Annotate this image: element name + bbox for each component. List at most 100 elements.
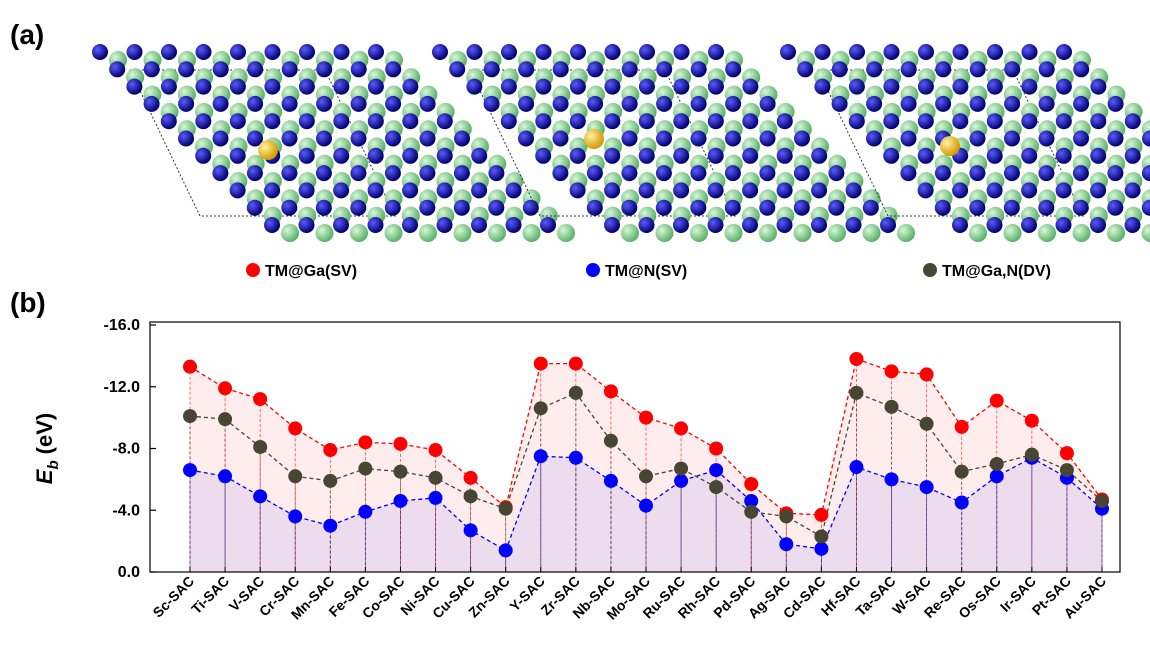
marker bbox=[1060, 446, 1074, 460]
n-atom bbox=[656, 165, 672, 181]
marker bbox=[429, 471, 443, 485]
ga-atom bbox=[1038, 224, 1056, 242]
n-atom bbox=[333, 217, 349, 233]
marker bbox=[464, 489, 478, 503]
n-atom bbox=[725, 165, 741, 181]
n-atom bbox=[471, 217, 487, 233]
n-atom bbox=[656, 96, 672, 112]
n-atom bbox=[506, 182, 522, 198]
n-atom bbox=[333, 182, 349, 198]
n-atom bbox=[212, 165, 228, 181]
n-atom bbox=[901, 131, 917, 147]
n-atom bbox=[535, 79, 551, 95]
n-atom bbox=[230, 79, 246, 95]
n-atom bbox=[777, 182, 793, 198]
structures bbox=[92, 44, 1150, 242]
n-atom bbox=[213, 131, 229, 147]
n-atom bbox=[708, 79, 724, 95]
marker bbox=[709, 442, 723, 456]
n-atom bbox=[351, 131, 367, 147]
marker bbox=[253, 489, 267, 503]
n-atom bbox=[901, 61, 917, 77]
n-atom bbox=[708, 148, 724, 164]
n-atom bbox=[161, 79, 177, 95]
y-axis-label-subscript: b bbox=[45, 460, 62, 469]
n-atom bbox=[760, 131, 776, 147]
ga-atom bbox=[621, 224, 639, 242]
n-atom bbox=[299, 182, 315, 198]
n-atom bbox=[350, 165, 366, 181]
n-atom bbox=[1004, 131, 1020, 147]
n-atom bbox=[1022, 44, 1038, 60]
marker bbox=[569, 451, 583, 465]
n-atom bbox=[918, 148, 934, 164]
n-atom bbox=[368, 44, 384, 60]
n-atom bbox=[759, 165, 775, 181]
n-atom bbox=[471, 182, 487, 198]
n-atom bbox=[708, 217, 724, 233]
n-atom bbox=[282, 61, 298, 77]
n-atom bbox=[987, 113, 1003, 129]
y-tick-label: 0.0 bbox=[118, 564, 140, 581]
marker bbox=[429, 443, 443, 457]
n-atom bbox=[247, 96, 263, 112]
marker bbox=[323, 519, 337, 533]
n-atom bbox=[639, 217, 655, 233]
n-atom bbox=[639, 182, 655, 198]
n-atom bbox=[1004, 61, 1020, 77]
marker bbox=[744, 505, 758, 519]
marker bbox=[253, 392, 267, 406]
n-atom bbox=[918, 79, 934, 95]
n-atom bbox=[92, 44, 108, 60]
n-atom bbox=[952, 217, 968, 233]
marker bbox=[288, 421, 302, 435]
ga-atom bbox=[794, 224, 812, 242]
marker bbox=[955, 496, 969, 510]
marker bbox=[1095, 494, 1109, 508]
n-atom bbox=[299, 113, 315, 129]
marker bbox=[1060, 463, 1074, 477]
ga-atom bbox=[897, 224, 915, 242]
n-atom bbox=[656, 61, 672, 77]
n-atom bbox=[1021, 79, 1037, 95]
n-atom bbox=[605, 44, 621, 60]
n-atom bbox=[832, 96, 848, 112]
n-atom bbox=[725, 96, 741, 112]
n-atom bbox=[570, 79, 586, 95]
ga-atom bbox=[1073, 224, 1091, 242]
n-atom bbox=[742, 217, 758, 233]
n-atom bbox=[725, 61, 741, 77]
n-atom bbox=[350, 200, 366, 216]
n-atom bbox=[501, 79, 517, 95]
n-atom bbox=[299, 79, 315, 95]
n-atom bbox=[604, 182, 620, 198]
n-atom bbox=[935, 96, 951, 112]
marker bbox=[779, 509, 793, 523]
ga-atom bbox=[557, 224, 575, 242]
n-atom bbox=[570, 44, 586, 60]
n-atom bbox=[952, 79, 968, 95]
n-atom bbox=[437, 217, 453, 233]
n-atom bbox=[1108, 131, 1124, 147]
n-atom bbox=[883, 148, 899, 164]
n-atom bbox=[1090, 182, 1106, 198]
n-atom bbox=[316, 131, 332, 147]
n-atom bbox=[1056, 148, 1072, 164]
n-atom bbox=[282, 131, 298, 147]
marker bbox=[709, 480, 723, 494]
n-atom bbox=[918, 44, 934, 60]
n-atom bbox=[987, 44, 1003, 60]
n-atom bbox=[402, 217, 418, 233]
ga-atom bbox=[350, 224, 368, 242]
ga-atom bbox=[690, 224, 708, 242]
legend-label: TM@Ga(SV) bbox=[265, 263, 357, 280]
n-atom bbox=[127, 44, 143, 60]
n-atom bbox=[656, 131, 672, 147]
marker bbox=[990, 394, 1004, 408]
n-atom bbox=[1039, 61, 1055, 77]
n-atom bbox=[126, 79, 142, 95]
n-atom bbox=[501, 44, 517, 60]
n-atom bbox=[1125, 182, 1141, 198]
n-atom bbox=[1056, 79, 1072, 95]
n-atom bbox=[621, 200, 637, 216]
